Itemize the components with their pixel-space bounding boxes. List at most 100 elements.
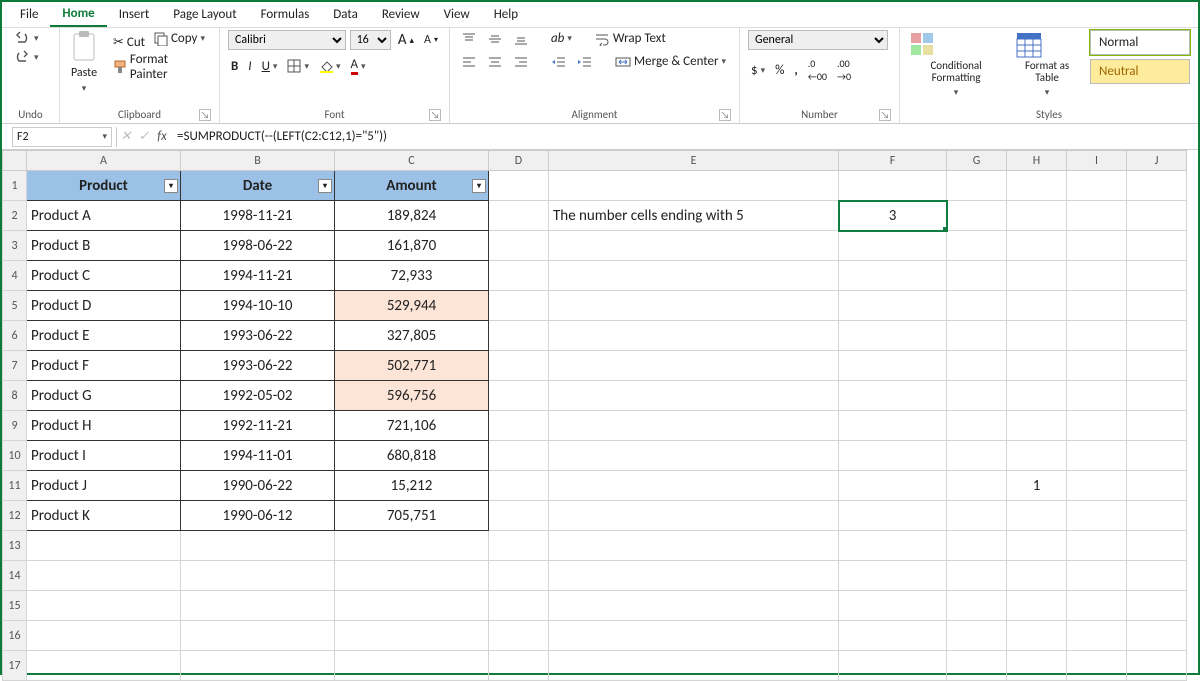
cell-F13[interactable]: [839, 531, 947, 561]
align-right-button[interactable]: [510, 54, 532, 70]
cell-F2[interactable]: 3: [839, 201, 947, 231]
cell-C12[interactable]: 705,751: [335, 501, 489, 531]
cell-I9[interactable]: [1067, 411, 1127, 441]
cell-G17[interactable]: [947, 651, 1007, 681]
cell-E4[interactable]: [549, 261, 839, 291]
cell-H6[interactable]: [1007, 321, 1067, 351]
col-header-J[interactable]: J: [1127, 151, 1187, 171]
tab-insert[interactable]: Insert: [107, 3, 162, 26]
increase-decimal-button[interactable]: .0←00: [805, 56, 830, 84]
cell-G16[interactable]: [947, 621, 1007, 651]
cell-D16[interactable]: [489, 621, 549, 651]
cell-J12[interactable]: [1127, 501, 1187, 531]
cell-H16[interactable]: [1007, 621, 1067, 651]
tab-view[interactable]: View: [432, 3, 482, 26]
cell-G3[interactable]: [947, 231, 1007, 261]
spreadsheet-grid[interactable]: ABCDEFGHIJ1Product▾Date▾Amount▾2Product …: [2, 150, 1198, 681]
cell-B12[interactable]: 1990-06-12: [181, 501, 335, 531]
conditional-formatting-button[interactable]: Conditional Formatting▾: [908, 30, 1004, 99]
cell-C2[interactable]: 189,824: [335, 201, 489, 231]
cell-B15[interactable]: [181, 591, 335, 621]
cell-A7[interactable]: Product F: [27, 351, 181, 381]
cell-C16[interactable]: [335, 621, 489, 651]
cell-C9[interactable]: 721,106: [335, 411, 489, 441]
enter-formula-button[interactable]: ✓: [135, 129, 153, 144]
cell-A1[interactable]: Product▾: [27, 171, 181, 201]
col-header-I[interactable]: I: [1067, 151, 1127, 171]
clipboard-launcher[interactable]: ↘: [199, 109, 211, 121]
increase-indent-button[interactable]: [574, 54, 596, 70]
cell-F6[interactable]: [839, 321, 947, 351]
cell-G11[interactable]: [947, 471, 1007, 501]
cell-J14[interactable]: [1127, 561, 1187, 591]
merge-center-button[interactable]: Merge & Center▾: [612, 53, 729, 70]
cell-D6[interactable]: [489, 321, 549, 351]
cell-J17[interactable]: [1127, 651, 1187, 681]
col-header-H[interactable]: H: [1007, 151, 1067, 171]
cell-H14[interactable]: [1007, 561, 1067, 591]
row-header-11[interactable]: 11: [3, 471, 27, 501]
cell-A5[interactable]: Product D: [27, 291, 181, 321]
cell-D7[interactable]: [489, 351, 549, 381]
cell-I17[interactable]: [1067, 651, 1127, 681]
cell-D11[interactable]: [489, 471, 549, 501]
cell-A12[interactable]: Product K: [27, 501, 181, 531]
cell-I13[interactable]: [1067, 531, 1127, 561]
cell-E6[interactable]: [549, 321, 839, 351]
cell-H2[interactable]: [1007, 201, 1067, 231]
cell-A10[interactable]: Product I: [27, 441, 181, 471]
cell-F10[interactable]: [839, 441, 947, 471]
cell-J11[interactable]: [1127, 471, 1187, 501]
comma-button[interactable]: ,: [791, 62, 800, 79]
tab-review[interactable]: Review: [370, 3, 432, 26]
cell-E12[interactable]: [549, 501, 839, 531]
cell-A15[interactable]: [27, 591, 181, 621]
cell-C3[interactable]: 161,870: [335, 231, 489, 261]
cell-D9[interactable]: [489, 411, 549, 441]
cell-B9[interactable]: 1992-11-21: [181, 411, 335, 441]
cell-B10[interactable]: 1994-11-01: [181, 441, 335, 471]
cell-F12[interactable]: [839, 501, 947, 531]
cell-J13[interactable]: [1127, 531, 1187, 561]
cell-B3[interactable]: 1998-06-22: [181, 231, 335, 261]
cell-H7[interactable]: [1007, 351, 1067, 381]
row-header-9[interactable]: 9: [3, 411, 27, 441]
cell-B5[interactable]: 1994-10-10: [181, 291, 335, 321]
tab-data[interactable]: Data: [321, 3, 370, 26]
row-header-3[interactable]: 3: [3, 231, 27, 261]
cell-B14[interactable]: [181, 561, 335, 591]
cell-D10[interactable]: [489, 441, 549, 471]
cell-G10[interactable]: [947, 441, 1007, 471]
cell-B13[interactable]: [181, 531, 335, 561]
cell-D14[interactable]: [489, 561, 549, 591]
row-header-10[interactable]: 10: [3, 441, 27, 471]
cell-G7[interactable]: [947, 351, 1007, 381]
row-header-8[interactable]: 8: [3, 381, 27, 411]
cell-I15[interactable]: [1067, 591, 1127, 621]
redo-button[interactable]: ▾: [10, 49, 42, 65]
cell-G15[interactable]: [947, 591, 1007, 621]
cell-I14[interactable]: [1067, 561, 1127, 591]
currency-button[interactable]: $▾: [748, 62, 768, 79]
cell-E7[interactable]: [549, 351, 839, 381]
undo-button[interactable]: ▾: [10, 30, 42, 46]
increase-font-button[interactable]: A▴: [395, 30, 417, 50]
cell-A13[interactable]: [27, 531, 181, 561]
cell-H12[interactable]: [1007, 501, 1067, 531]
number-launcher[interactable]: ↘: [879, 109, 891, 121]
col-header-C[interactable]: C: [335, 151, 489, 171]
percent-button[interactable]: %: [772, 62, 787, 79]
cell-D15[interactable]: [489, 591, 549, 621]
cell-C11[interactable]: 15,212: [335, 471, 489, 501]
cell-A8[interactable]: Product G: [27, 381, 181, 411]
cancel-formula-button[interactable]: ✕: [117, 129, 135, 144]
cell-I4[interactable]: [1067, 261, 1127, 291]
align-bottom-button[interactable]: [510, 31, 532, 47]
filter-icon[interactable]: ▾: [472, 179, 486, 193]
cell-F7[interactable]: [839, 351, 947, 381]
row-header-2[interactable]: 2: [3, 201, 27, 231]
cell-H15[interactable]: [1007, 591, 1067, 621]
row-header-17[interactable]: 17: [3, 651, 27, 681]
cell-D2[interactable]: [489, 201, 549, 231]
name-box[interactable]: F2▾: [12, 127, 112, 147]
